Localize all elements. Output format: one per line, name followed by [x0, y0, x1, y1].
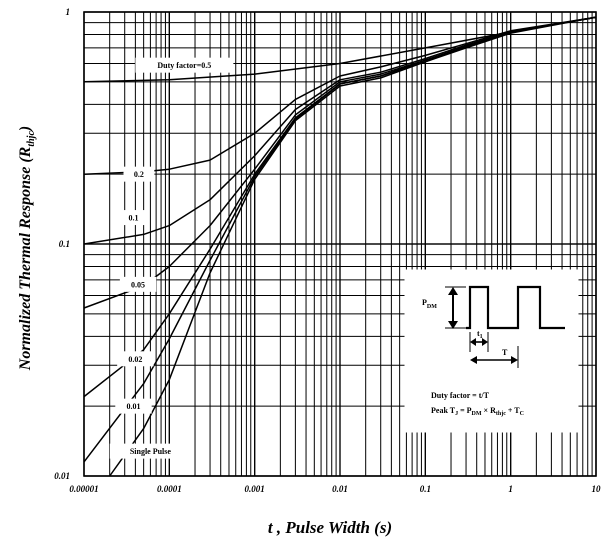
x-tick-label: 0.001 [245, 484, 265, 494]
x-tick-label: 0.0001 [157, 484, 182, 494]
T-arrow-left [470, 356, 477, 364]
t1-label: t1 [477, 329, 483, 340]
curve-label: 0.1 [128, 214, 138, 223]
curve-label: 0.2 [134, 170, 144, 179]
curve-label: Duty factor=0.5 [157, 61, 211, 70]
y-tick-label: 0.1 [59, 239, 70, 249]
duty-factor-text: Duty factor = t/T [431, 391, 490, 400]
curve-label-box [115, 398, 152, 414]
y-axis-title: Normalized Thermal Response (Rthjc) [17, 126, 37, 371]
curve-label: 0.02 [128, 355, 142, 364]
curve-label-box [118, 210, 149, 226]
y-tick-label: 1 [66, 7, 71, 17]
curve-label-box [119, 276, 157, 292]
curve-label: 0.05 [131, 280, 145, 289]
x-tick-label: 0.01 [332, 484, 348, 494]
peak-formula-text: Peak TJ = PDM × Rthjc + TC [431, 406, 524, 417]
x-tick-label: 0.1 [420, 484, 431, 494]
t1-arrow-right [482, 338, 488, 346]
series-line-0-01 [83, 16, 597, 463]
pulse-waveform [466, 285, 565, 330]
series-line-0-1 [83, 16, 597, 245]
x-tick-label: 0.00001 [69, 484, 98, 494]
y-tick-label: 0.01 [54, 471, 70, 481]
pdm-label: PDM [422, 298, 437, 310]
curve-group [83, 16, 597, 477]
tick-label-group: 0.00001 0.0001 0.001 0.01 0.1 1 10 0.01 0.1 1 [54, 7, 601, 494]
x-tick-label: 10 [592, 484, 602, 494]
curve-label-box [123, 166, 155, 182]
curve-label-box [117, 351, 154, 367]
series-line-single-pulse [109, 16, 597, 477]
curve-label-box [109, 443, 192, 459]
inset-background [404, 269, 579, 433]
T-label: T [502, 348, 508, 357]
pdm-arrow-top [448, 287, 458, 295]
pdm-arrow-bottom [448, 321, 458, 329]
T-arrow-right [511, 356, 518, 364]
curve-label: Single Pulse [130, 447, 172, 456]
plot-frame [83, 11, 597, 477]
x-tick-label: 1 [508, 484, 513, 494]
x-axis-title: t , Pulse Width (s) [268, 518, 392, 537]
duty-cycle-inset: PDM t1 T Duty factor = t/T Peak TJ = PDM… [404, 269, 579, 433]
series-line-0-2 [83, 16, 597, 175]
curve-label: 0.01 [126, 402, 140, 411]
curve-label-box [135, 57, 234, 73]
curve-label-group: Duty factor=0.5 0.2 0.1 0.05 0.02 0.01 Single … [109, 57, 234, 459]
t1-arrow-left [470, 338, 476, 346]
